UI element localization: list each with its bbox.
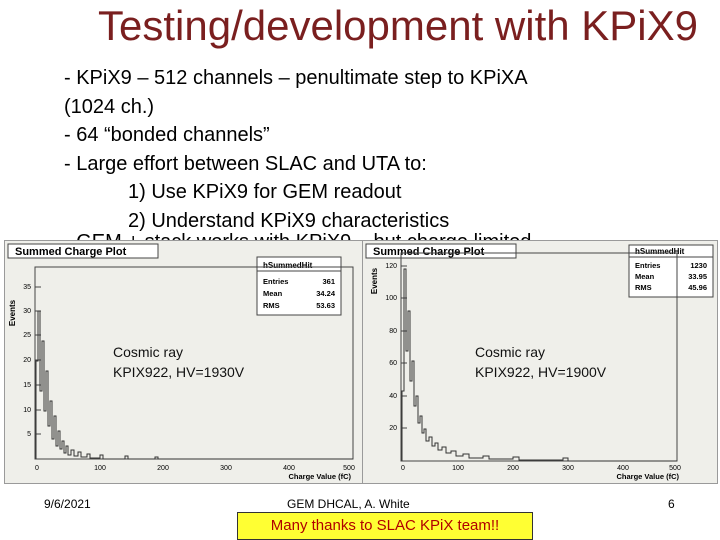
stats-value: 1230 (690, 261, 707, 270)
right-histogram-svg: Summed Charge Plot hSummedHit Entries 12… (365, 243, 714, 481)
plot-title-box (7, 243, 159, 259)
y-tick: 35 (23, 284, 31, 291)
x-tick: 0 (35, 465, 39, 472)
y-tick: 30 (23, 308, 31, 315)
histogram-trace (35, 310, 353, 460)
y-tick: 80 (389, 328, 397, 335)
y-axis-label: Events (370, 267, 379, 294)
x-tick: 400 (617, 465, 629, 472)
plot-title-box (365, 243, 517, 259)
stats-label: Entries (635, 261, 660, 270)
y-axis-label: Events (8, 299, 17, 326)
x-tick: 500 (669, 465, 681, 472)
stats-value: 361 (322, 277, 335, 286)
x-tick: 500 (343, 465, 355, 472)
x-tick: 300 (562, 465, 574, 472)
y-ticks: 20 40 60 80 100 120 (385, 263, 397, 432)
histogram-trace (401, 268, 677, 462)
stats-box (628, 244, 714, 298)
plot-title: Summed Charge Plot (15, 246, 127, 258)
footer-page-number: 6 (668, 497, 675, 511)
x-tick: 400 (283, 465, 295, 472)
bullet-item: (1024 ch.) (64, 95, 155, 118)
y-tick: 5 (27, 431, 31, 438)
plot-annotation: Cosmic ray KPIX922, HV=1900V (475, 342, 606, 382)
plot-frame (400, 252, 678, 462)
bullet-list: - KPiX9 – 512 channels – penultimate ste… (64, 64, 528, 235)
annotation-line: KPIX922, HV=1900V (475, 364, 607, 380)
bullet-subitem: 1) Use KPiX9 for GEM readout (128, 181, 402, 203)
bullet-item: - Large effort between SLAC and UTA to: (64, 152, 427, 175)
x-axis-label: Charge Value (fC) (288, 472, 351, 481)
stats-label: RMS (635, 283, 652, 292)
x-tick: 200 (507, 465, 519, 472)
annotation-line: KPIX922, HV=1930V (113, 364, 245, 380)
stats-label: Mean (635, 272, 655, 281)
left-histogram-plot: Summed Charge Plot hSummedHit Entries 36… (4, 240, 364, 484)
annotation-line: Cosmic ray (113, 344, 184, 360)
stats-label: Entries (263, 277, 288, 286)
thanks-banner: Many thanks to SLAC KPiX team!! (237, 512, 533, 540)
y-tick: 100 (385, 295, 397, 302)
x-tick: 300 (220, 465, 232, 472)
x-axis-label: Charge Value (fC) (616, 472, 679, 481)
y-tick: 20 (389, 425, 397, 432)
footer-center-text: GEM DHCAL, A. White (287, 497, 410, 511)
stats-value: 33.95 (688, 272, 707, 281)
y-tick: 15 (23, 382, 31, 389)
plot-annotation: Cosmic ray KPIX922, HV=1930V (113, 342, 244, 382)
y-tick: 60 (389, 360, 397, 367)
annotation-line: Cosmic ray (475, 344, 546, 360)
x-tick: 0 (401, 465, 405, 472)
bullet-item: - 64 “bonded channels” (64, 124, 270, 146)
y-tick: 10 (23, 407, 31, 414)
plot-title: Summed Charge Plot (373, 246, 485, 258)
stats-name: hSummedHit (263, 261, 313, 270)
stats-name: hSummedHit (635, 247, 685, 256)
right-histogram-plot: Summed Charge Plot hSummedHit Entries 12… (362, 240, 718, 484)
stats-value: 45.96 (688, 283, 707, 292)
y-tick: 40 (389, 393, 397, 400)
stats-value: 53.63 (316, 301, 335, 310)
y-tick: 20 (23, 357, 31, 364)
stats-label: RMS (263, 301, 280, 310)
y-tick: 120 (385, 263, 397, 270)
stats-value: 34.24 (316, 289, 336, 298)
x-ticks: 0 100 200 300 400 500 (35, 465, 355, 472)
x-tick: 100 (452, 465, 464, 472)
x-tick: 100 (94, 465, 106, 472)
x-tick: 200 (157, 465, 169, 472)
bullet-item: - KPiX9 – 512 channels – penultimate ste… (64, 67, 528, 89)
x-ticks: 0 100 200 300 400 500 (401, 465, 681, 472)
y-ticks: 5 10 15 20 25 30 35 (23, 284, 31, 438)
slide-title: Testing/development with KPiX9 (98, 2, 698, 49)
y-tick: 25 (23, 332, 31, 339)
left-histogram-svg: Summed Charge Plot hSummedHit Entries 36… (7, 243, 355, 481)
bullet-subitem: 2) Understand KPiX9 characteristics (128, 209, 450, 232)
footer-date: 9/6/2021 (44, 497, 91, 511)
stats-label: Mean (263, 289, 283, 298)
